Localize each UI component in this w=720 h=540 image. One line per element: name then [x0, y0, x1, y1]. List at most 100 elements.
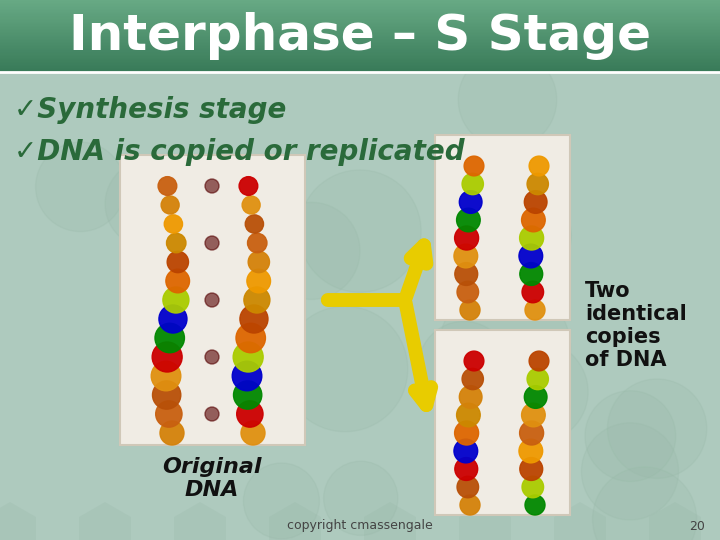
Bar	[0, 60, 720, 62]
Bar	[0, 50, 720, 52]
Polygon shape	[554, 502, 606, 540]
Circle shape	[529, 156, 549, 176]
Polygon shape	[79, 502, 131, 540]
Bar	[0, 44, 720, 46]
Circle shape	[521, 208, 545, 232]
Bar	[0, 66, 720, 68]
Circle shape	[166, 269, 189, 293]
Circle shape	[529, 351, 549, 371]
Bar	[0, 43, 720, 45]
Circle shape	[520, 226, 544, 250]
Circle shape	[464, 351, 484, 371]
Bar	[0, 6, 720, 9]
Circle shape	[153, 381, 181, 409]
Bar	[0, 37, 720, 39]
Circle shape	[156, 401, 182, 427]
Bar	[0, 51, 720, 53]
Bar	[0, 67, 720, 69]
Circle shape	[460, 495, 480, 515]
Circle shape	[522, 476, 544, 498]
Circle shape	[151, 361, 181, 391]
Bar	[0, 38, 720, 40]
Circle shape	[460, 300, 480, 320]
Bar	[0, 30, 720, 32]
Circle shape	[205, 293, 219, 307]
Bar	[0, 45, 720, 48]
Bar	[0, 21, 720, 23]
Bar	[0, 2, 720, 4]
Bar	[0, 14, 720, 16]
Circle shape	[457, 476, 479, 498]
Circle shape	[520, 421, 544, 445]
Circle shape	[525, 300, 545, 320]
Circle shape	[166, 233, 186, 253]
Circle shape	[456, 208, 480, 232]
Circle shape	[457, 281, 479, 303]
Bar	[0, 69, 720, 71]
Circle shape	[205, 236, 219, 250]
Circle shape	[242, 196, 260, 214]
Circle shape	[522, 281, 544, 303]
Circle shape	[519, 439, 543, 463]
Circle shape	[462, 173, 483, 194]
Circle shape	[248, 251, 269, 273]
Circle shape	[248, 233, 267, 253]
Bar	[0, 49, 720, 50]
Polygon shape	[459, 502, 511, 540]
Polygon shape	[174, 502, 226, 540]
Circle shape	[525, 495, 545, 515]
Bar	[0, 8, 720, 10]
Polygon shape	[364, 502, 416, 540]
Bar	[0, 40, 720, 42]
Bar	[0, 11, 720, 13]
Circle shape	[593, 467, 697, 540]
Bar	[0, 12, 720, 15]
Circle shape	[233, 381, 262, 409]
Circle shape	[520, 262, 543, 286]
Text: Original
DNA: Original DNA	[162, 457, 262, 500]
Bar	[0, 56, 720, 58]
Circle shape	[324, 461, 398, 535]
Bar	[0, 57, 720, 59]
Text: Interphase – S Stage: Interphase – S Stage	[69, 12, 651, 60]
Bar	[0, 54, 720, 56]
Bar	[435, 135, 570, 320]
Circle shape	[244, 287, 270, 313]
Bar	[0, 10, 720, 11]
Bar	[0, 70, 720, 72]
Bar	[0, 32, 720, 35]
Circle shape	[35, 142, 125, 232]
Bar	[0, 34, 720, 36]
Circle shape	[282, 306, 408, 431]
Circle shape	[454, 439, 477, 463]
Bar	[0, 5, 720, 7]
Circle shape	[524, 191, 547, 213]
Bar	[0, 62, 720, 63]
Circle shape	[241, 421, 265, 445]
Circle shape	[585, 391, 675, 482]
Bar	[0, 47, 720, 49]
Circle shape	[152, 342, 182, 372]
Circle shape	[161, 196, 179, 214]
Circle shape	[167, 251, 189, 273]
Circle shape	[160, 421, 184, 445]
Circle shape	[519, 244, 543, 268]
Circle shape	[459, 191, 482, 213]
Circle shape	[458, 50, 557, 149]
Circle shape	[164, 215, 183, 233]
Text: 20: 20	[689, 519, 705, 532]
Bar	[0, 31, 720, 33]
Circle shape	[527, 368, 549, 390]
Polygon shape	[269, 502, 321, 540]
Bar	[0, 36, 720, 37]
Circle shape	[263, 202, 360, 299]
Circle shape	[163, 287, 189, 313]
Circle shape	[454, 226, 479, 250]
Text: ✓DNA is copied or replicated: ✓DNA is copied or replicated	[14, 138, 464, 166]
Circle shape	[155, 323, 184, 353]
Circle shape	[123, 272, 207, 356]
Circle shape	[454, 244, 477, 268]
Text: ✓Synthesis stage: ✓Synthesis stage	[14, 96, 287, 124]
Text: Two
identical
copies
of DNA: Two identical copies of DNA	[585, 281, 687, 370]
Text: copyright cmassengale: copyright cmassengale	[287, 519, 433, 532]
